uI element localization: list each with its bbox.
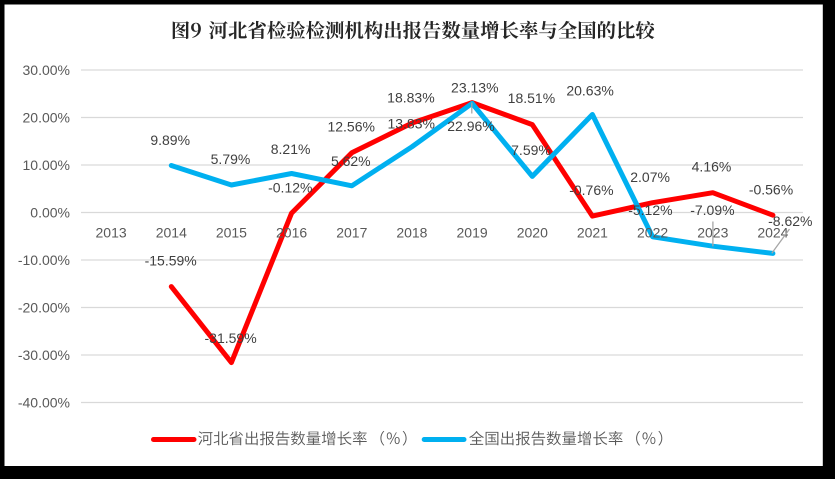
svg-text:2022: 2022 [637, 225, 668, 241]
svg-text:-0.12%: -0.12% [268, 180, 312, 196]
svg-text:20.00%: 20.00% [23, 110, 70, 126]
svg-text:2019: 2019 [457, 225, 488, 241]
svg-text:2016: 2016 [276, 225, 307, 241]
svg-text:-15.59%: -15.59% [145, 253, 197, 269]
svg-text:-5.12%: -5.12% [628, 202, 672, 218]
svg-text:18.83%: 18.83% [387, 90, 434, 106]
svg-text:22.96%: 22.96% [447, 118, 494, 134]
svg-text:2.07%: 2.07% [630, 169, 670, 185]
svg-text:2024: 2024 [757, 225, 788, 241]
svg-text:23.13%: 23.13% [451, 80, 498, 96]
svg-text:5.79%: 5.79% [211, 151, 251, 167]
svg-text:-0.56%: -0.56% [749, 182, 793, 198]
svg-text:-0.76%: -0.76% [569, 182, 613, 198]
svg-text:-8.62%: -8.62% [768, 213, 812, 229]
svg-text:13.83%: 13.83% [387, 115, 434, 131]
svg-text:-40.00%: -40.00% [18, 395, 70, 411]
svg-text:-20.00%: -20.00% [18, 300, 70, 316]
svg-text:7.59%: 7.59% [511, 142, 551, 158]
svg-text:-7.09%: -7.09% [690, 202, 734, 218]
svg-text:2015: 2015 [216, 225, 247, 241]
svg-text:12.56%: 12.56% [327, 119, 374, 135]
svg-text:10.00%: 10.00% [23, 157, 70, 173]
svg-text:2014: 2014 [156, 225, 187, 241]
svg-text:9.89%: 9.89% [150, 132, 190, 148]
svg-text:5.62%: 5.62% [331, 153, 371, 169]
svg-text:4.16%: 4.16% [692, 159, 732, 175]
svg-text:-30.00%: -30.00% [18, 347, 70, 363]
svg-text:30.00%: 30.00% [23, 62, 70, 78]
svg-text:20.63%: 20.63% [566, 82, 613, 98]
svg-text:-31.59%: -31.59% [205, 330, 257, 346]
svg-text:2018: 2018 [396, 225, 427, 241]
svg-text:2020: 2020 [517, 225, 548, 241]
svg-text:2021: 2021 [577, 225, 608, 241]
svg-text:-10.00%: -10.00% [18, 252, 70, 268]
svg-text:18.51%: 18.51% [508, 90, 555, 106]
svg-text:2013: 2013 [96, 225, 127, 241]
svg-text:2017: 2017 [336, 225, 367, 241]
svg-text:0.00%: 0.00% [30, 205, 70, 221]
svg-text:8.21%: 8.21% [271, 141, 311, 157]
